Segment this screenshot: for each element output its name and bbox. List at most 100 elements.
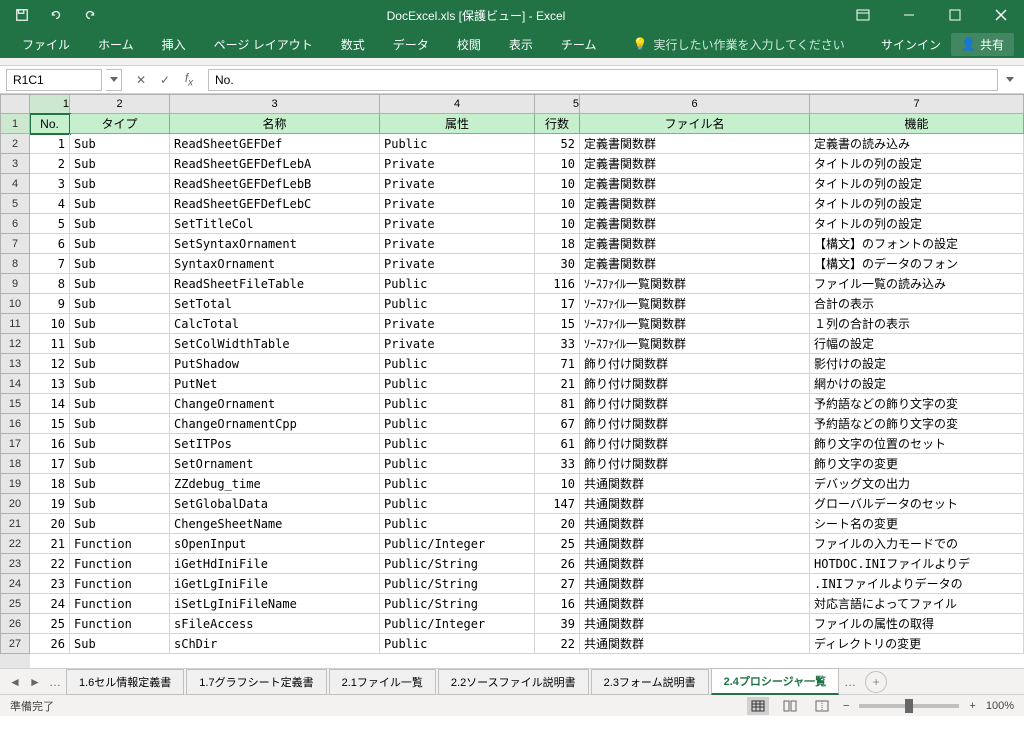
cell[interactable]: Function [70,594,170,614]
ribbon-tab-0[interactable]: ファイル [10,32,82,57]
col-header-7[interactable]: 7 [810,94,1024,114]
cell[interactable]: グローバルデータのセット [810,494,1024,514]
cell[interactable]: 10 [535,154,580,174]
cell[interactable]: ReadSheetGEFDefLebA [170,154,380,174]
cell[interactable]: 4 [30,194,70,214]
row-header-24[interactable]: 24 [0,574,30,594]
cell[interactable]: ファイルの入力モードでの [810,534,1024,554]
cell[interactable]: 飾り付け関数群 [580,354,810,374]
cell[interactable]: HOTDOC.INIファイルよりデ [810,554,1024,574]
cell[interactable]: Function [70,554,170,574]
ribbon-tab-4[interactable]: 数式 [329,32,377,57]
cell[interactable]: SetGlobalData [170,494,380,514]
sheet-tab-2[interactable]: 2.1ファイル一覧 [329,669,436,695]
cell[interactable]: タイトルの列の設定 [810,174,1024,194]
cell[interactable]: 15 [535,314,580,334]
save-icon[interactable] [8,3,36,27]
cell[interactable]: 16 [535,594,580,614]
cell[interactable]: 予約語などの飾り文字の変 [810,414,1024,434]
cell[interactable]: 定義書関数群 [580,154,810,174]
cell[interactable]: 22 [30,554,70,574]
cell[interactable]: 5 [30,214,70,234]
cell[interactable]: Public/String [380,574,535,594]
cell[interactable]: Private [380,314,535,334]
page-layout-view-icon[interactable] [779,697,801,715]
cell[interactable]: Function [70,534,170,554]
row-header-4[interactable]: 4 [0,174,30,194]
cell[interactable]: Sub [70,434,170,454]
cell[interactable]: SetColWidthTable [170,334,380,354]
cell[interactable]: Sub [70,634,170,654]
cell[interactable]: 17 [535,294,580,314]
cell[interactable]: ReadSheetGEFDefLebC [170,194,380,214]
maximize-icon[interactable] [932,0,978,30]
cell[interactable]: PutShadow [170,354,380,374]
row-header-15[interactable]: 15 [0,394,30,414]
cell[interactable]: 定義書関数群 [580,134,810,154]
cell[interactable]: 18 [30,474,70,494]
table-header-6[interactable]: 機能 [810,114,1024,134]
zoom-level[interactable]: 100% [986,700,1014,712]
cell[interactable]: ディレクトリの変更 [810,634,1024,654]
cell[interactable]: Sub [70,494,170,514]
enter-formula-icon[interactable]: ✓ [154,69,176,91]
cell[interactable]: 定義書関数群 [580,234,810,254]
cell[interactable]: 20 [535,514,580,534]
sheet-tab-1[interactable]: 1.7グラフシート定義書 [186,669,326,695]
tab-more-right-icon[interactable]: … [841,675,859,689]
cell[interactable]: Sub [70,334,170,354]
cell[interactable]: 10 [535,194,580,214]
row-header-13[interactable]: 13 [0,354,30,374]
cell[interactable]: ChangeOrnament [170,394,380,414]
select-all-corner[interactable] [0,94,30,114]
cell[interactable]: 26 [535,554,580,574]
tell-me-search[interactable]: 💡実行したい作業を入力してください [632,36,844,53]
ribbon-tab-2[interactable]: 挿入 [150,32,198,57]
cell[interactable]: 飾り付け関数群 [580,434,810,454]
cell[interactable]: 18 [535,234,580,254]
col-header-2[interactable]: 2 [70,94,170,114]
row-header-25[interactable]: 25 [0,594,30,614]
cell[interactable]: 【構文】のフォントの設定 [810,234,1024,254]
cell[interactable]: ｿｰｽﾌｧｲﾙ一覧関数群 [580,314,810,334]
cell[interactable]: 定義書関数群 [580,194,810,214]
cell[interactable]: Sub [70,414,170,434]
signin-link[interactable]: サインイン [881,36,941,53]
cell[interactable]: Public [380,134,535,154]
row-header-2[interactable]: 2 [0,134,30,154]
cell[interactable]: 26 [30,634,70,654]
row-header-3[interactable]: 3 [0,154,30,174]
cancel-formula-icon[interactable]: ✕ [130,69,152,91]
tab-scroll-left-icon[interactable]: ◄ [6,675,24,689]
cell[interactable]: Sub [70,374,170,394]
cell[interactable]: 定義書の読み込み [810,134,1024,154]
close-icon[interactable] [978,0,1024,30]
cell[interactable]: Sub [70,454,170,474]
cell[interactable]: Sub [70,394,170,414]
formula-input[interactable]: No. [208,69,998,91]
cell[interactable]: 合計の表示 [810,294,1024,314]
add-sheet-button[interactable]: + [865,671,887,693]
cell[interactable]: 9 [30,294,70,314]
col-header-5[interactable]: 5 [535,94,580,114]
cell[interactable]: iGetHdIniFile [170,554,380,574]
cell[interactable]: 12 [30,354,70,374]
cell[interactable]: 定義書関数群 [580,174,810,194]
cell[interactable]: Private [380,254,535,274]
cell[interactable]: Private [380,334,535,354]
cell[interactable]: 39 [535,614,580,634]
cell[interactable]: Sub [70,274,170,294]
cell[interactable]: 共通関数群 [580,574,810,594]
row-header-19[interactable]: 19 [0,474,30,494]
sheet-tab-4[interactable]: 2.3フォーム説明書 [591,669,709,695]
cell[interactable]: Public [380,414,535,434]
cell[interactable]: 共通関数群 [580,534,810,554]
cell[interactable]: 22 [535,634,580,654]
cell[interactable]: 33 [535,454,580,474]
cell[interactable]: 8 [30,274,70,294]
cell[interactable]: 10 [30,314,70,334]
formula-expand-icon[interactable] [1002,69,1018,91]
cell[interactable]: Sub [70,314,170,334]
cell[interactable]: Public [380,494,535,514]
cell[interactable]: 飾り付け関数群 [580,454,810,474]
